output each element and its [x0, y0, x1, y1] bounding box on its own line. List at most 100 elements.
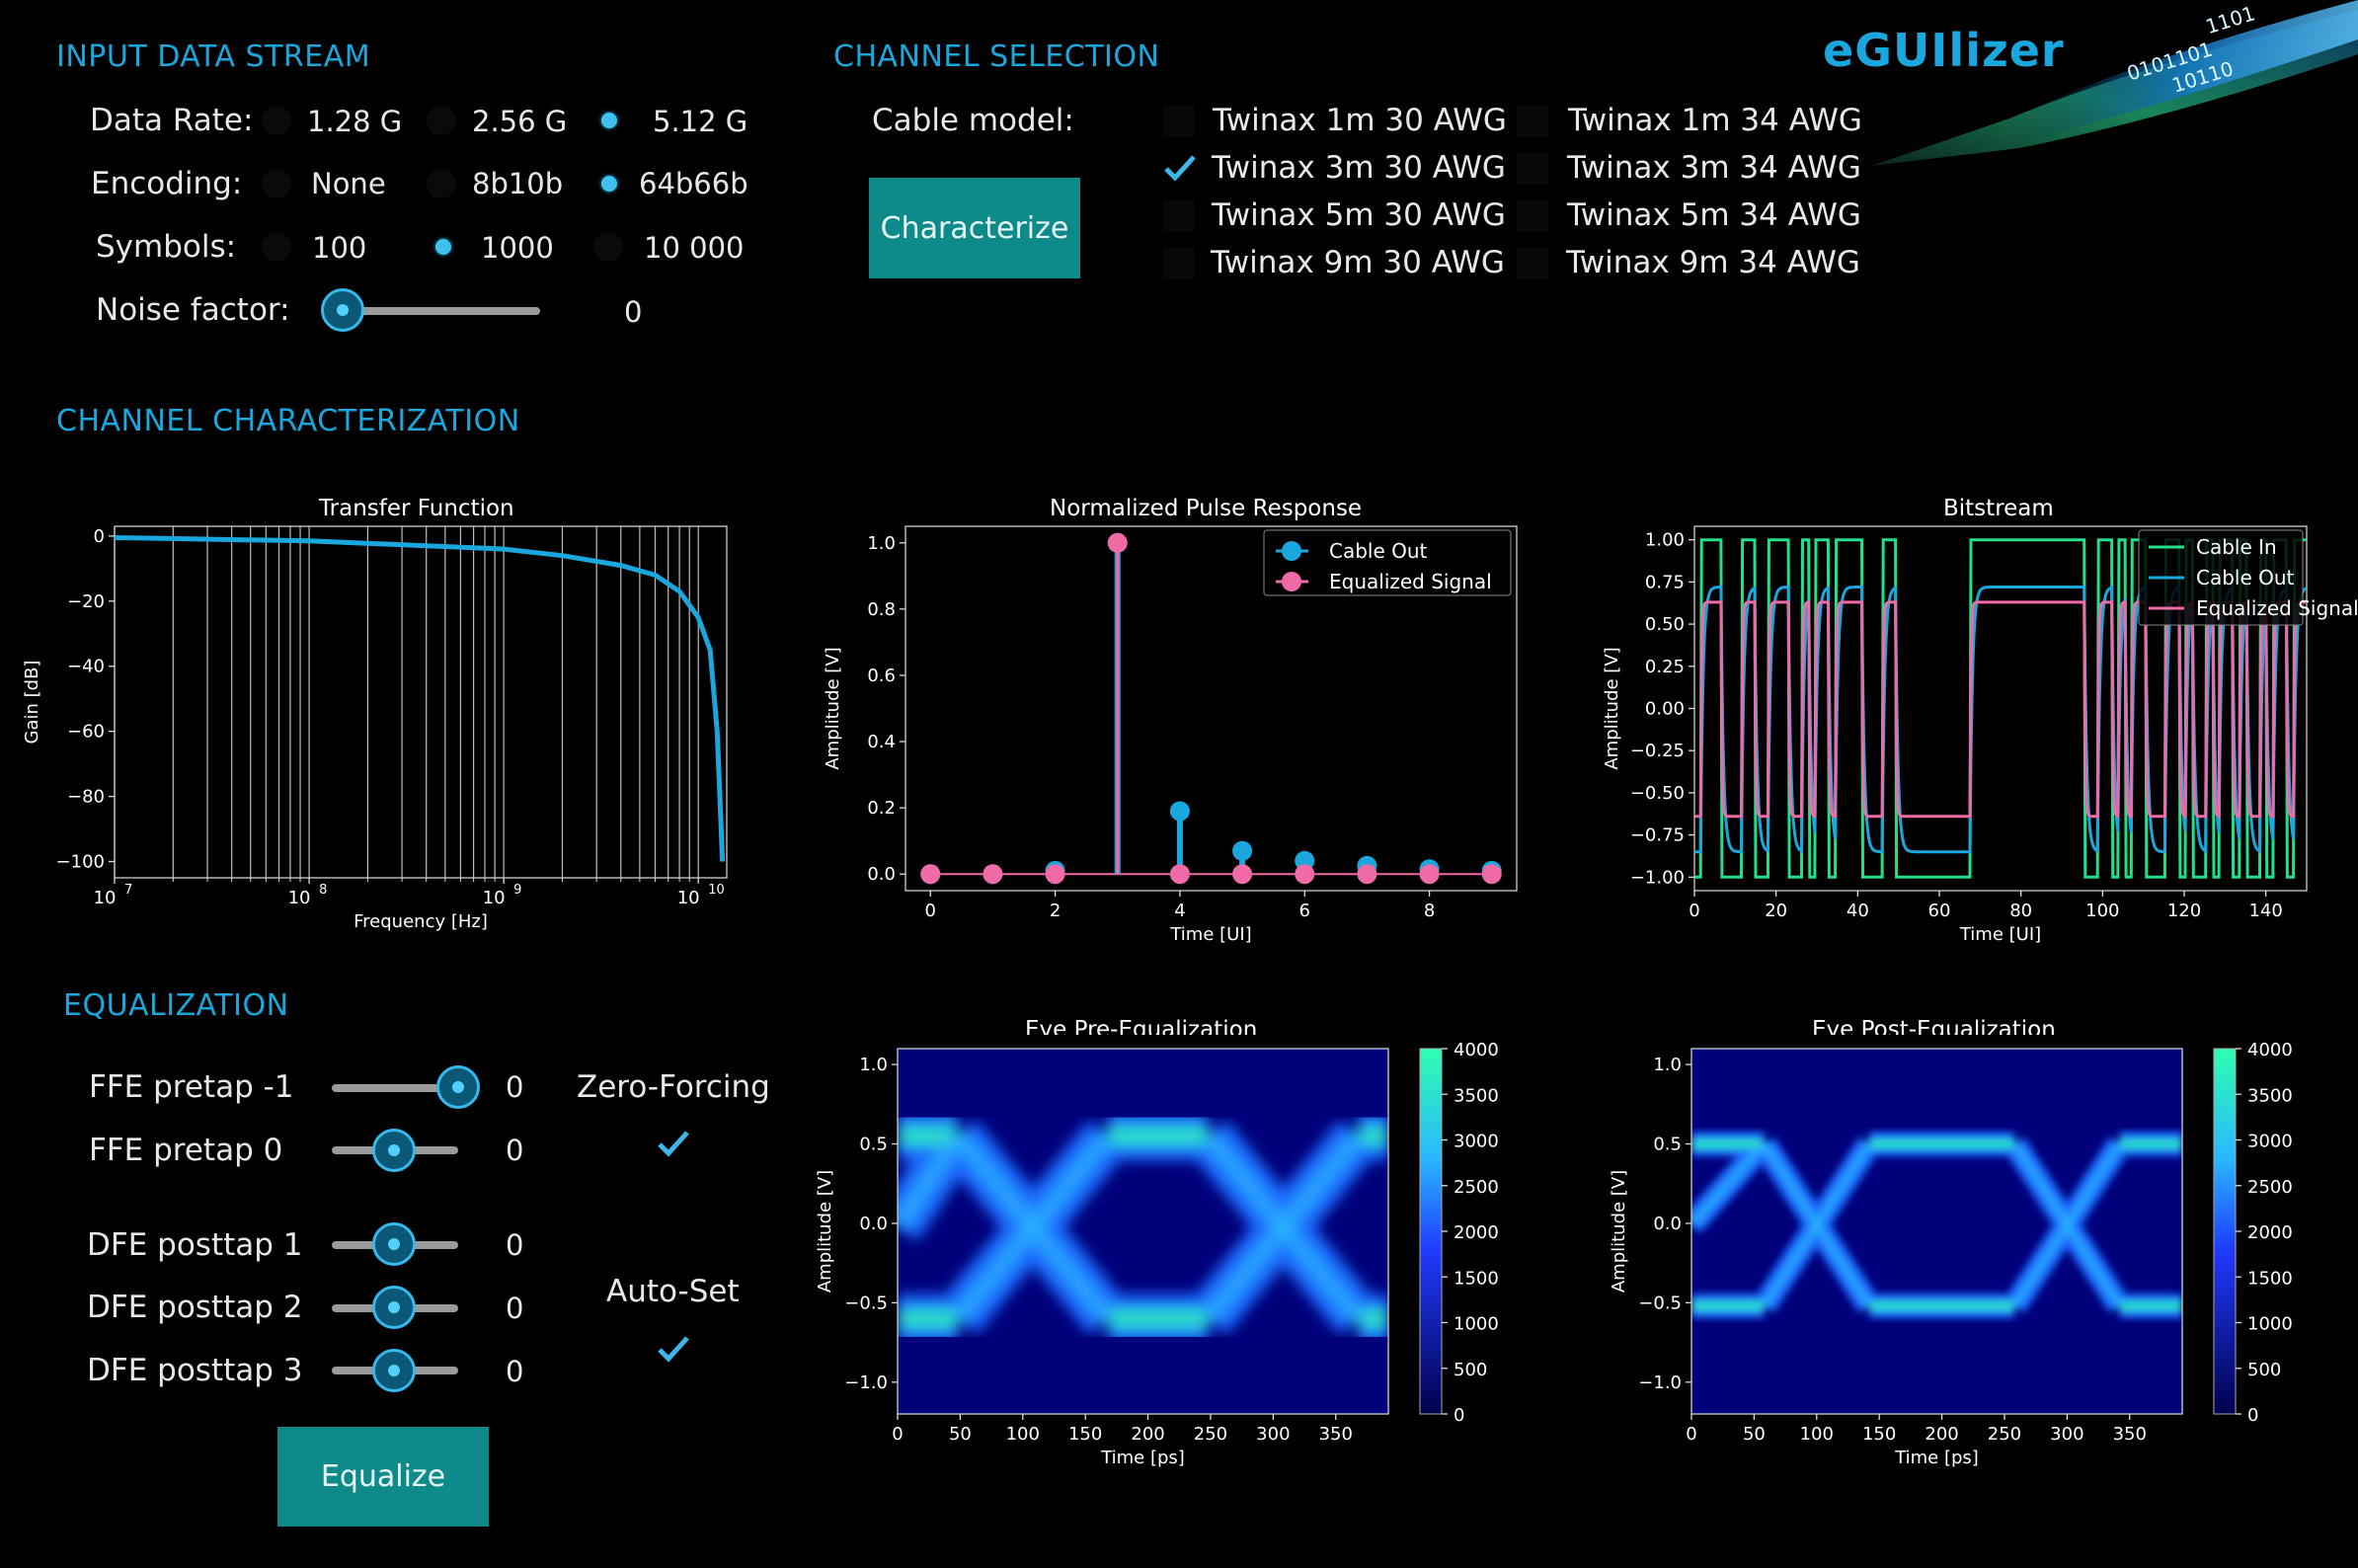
colorbar-label: 3500 [2247, 1085, 2293, 1106]
encoding-label: Encoding: [91, 166, 243, 201]
y-tick-label: 0.00 [1645, 699, 1685, 720]
cable-option-9m34[interactable]: Twinax 9m 34 AWG [1566, 245, 1860, 280]
cable-option-3m30[interactable]: Twinax 3m 30 AWG [1212, 150, 1506, 186]
x-tick-exponent: 7 [124, 883, 132, 898]
x-tick-label: 200 [1131, 1424, 1164, 1445]
cable-option-5m34[interactable]: Twinax 5m 34 AWG [1567, 197, 1861, 233]
y-tick-label: 0.50 [1645, 614, 1685, 635]
x-tick-label: 20 [1765, 901, 1787, 921]
enc-option-1[interactable]: None [311, 167, 386, 200]
colorbar-label: 3000 [1454, 1132, 1499, 1152]
cable-checkbox-3m30[interactable] [1163, 151, 1196, 183]
cable-checkbox-5m34[interactable] [1517, 200, 1548, 232]
dfe-posttap-2-thumb[interactable] [372, 1286, 416, 1329]
enc-radio-2[interactable] [427, 169, 456, 198]
x-tick-label: 10 [483, 888, 506, 908]
y-tick-label: 1.00 [1645, 530, 1685, 551]
cable-checkbox-1m30[interactable] [1163, 106, 1195, 137]
sym-radio-2[interactable] [429, 232, 458, 262]
eye-trace-core [1760, 1141, 1873, 1309]
characterize-button[interactable]: Characterize [869, 178, 1080, 278]
stem-marker [1295, 864, 1315, 885]
auto-set-checkbox[interactable] [657, 1332, 689, 1364]
ffe-pretap-m1-track[interactable] [332, 1084, 458, 1092]
noise-slider-track[interactable] [343, 307, 540, 315]
x-tick-exponent: 10 [708, 883, 725, 898]
auto-set-label: Auto-Set [606, 1274, 740, 1309]
colorbar-label: 2000 [2247, 1222, 2293, 1243]
y-tick-label: −100 [56, 852, 105, 873]
enc-option-3[interactable]: 64b66b [639, 167, 748, 200]
enc-radio-1[interactable] [262, 169, 291, 198]
y-tick-label: −40 [67, 657, 105, 677]
y-tick-label: 0.0 [859, 1214, 888, 1234]
sym-option-1[interactable]: 100 [312, 231, 367, 265]
enc-option-2[interactable]: 8b10b [472, 167, 564, 200]
colorbar-label: 3000 [2247, 1132, 2293, 1152]
y-tick-label: 1.0 [859, 1055, 888, 1075]
plot-frame [114, 525, 728, 879]
sym-radio-3[interactable] [593, 232, 623, 262]
sym-option-3[interactable]: 10 000 [644, 231, 745, 265]
x-tick-label: 150 [1068, 1424, 1102, 1445]
cable-option-3m34[interactable]: Twinax 3m 34 AWG [1567, 150, 1861, 186]
stem-marker [1045, 864, 1065, 885]
dfe-posttap-2-value: 0 [506, 1292, 524, 1325]
ffe-pretap-0-thumb[interactable] [372, 1129, 416, 1172]
x-tick-label: 150 [1862, 1424, 1896, 1445]
bitstream-line [1694, 585, 2308, 854]
enc-radio-3[interactable] [594, 169, 624, 198]
eye-trace-core [950, 1130, 1115, 1325]
y-axis-label: Amplitude [V] [815, 1170, 835, 1293]
y-tick-label: −0.5 [844, 1293, 888, 1313]
eye-mask-right [2182, 1049, 2212, 1414]
colorbar-label: 4000 [1454, 1040, 1499, 1060]
dfe-posttap-3-thumb[interactable] [372, 1349, 416, 1392]
cable-option-9m30[interactable]: Twinax 9m 30 AWG [1211, 245, 1505, 280]
rate-radio-3[interactable] [594, 106, 624, 135]
cable-checkbox-5m30[interactable] [1163, 200, 1195, 232]
cable-checkbox-1m34[interactable] [1517, 106, 1548, 137]
x-tick-label: 100 [1006, 1424, 1040, 1445]
cable-option-1m34[interactable]: Twinax 1m 34 AWG [1568, 103, 1862, 138]
legend-label: Equalized Signal [1329, 570, 1492, 593]
y-tick-label: −20 [67, 591, 105, 612]
eye-mask-bottom [898, 1414, 1388, 1453]
x-tick-label: 100 [2085, 901, 2119, 921]
legend-box [2138, 529, 2304, 626]
legend-swatch-marker [1282, 541, 1301, 561]
dfe-posttap-1-thumb[interactable] [372, 1222, 416, 1266]
rate-option-2[interactable]: 2.56 G [472, 105, 568, 138]
y-axis-label: Gain [dB] [22, 661, 42, 745]
eye-mask-left [790, 1049, 898, 1414]
dfe-posttap-1-label: DFE posttap 1 [87, 1227, 303, 1263]
sym-radio-1[interactable] [262, 232, 291, 262]
ffe-pretap-m1-thumb[interactable] [436, 1065, 480, 1109]
equalization-section-title: EQUALIZATION [63, 988, 289, 1023]
stem-marker [1169, 801, 1190, 822]
sym-option-2[interactable]: 1000 [481, 231, 554, 265]
cable-checkbox-9m30[interactable] [1163, 248, 1195, 279]
transfer-curve [114, 535, 726, 862]
characterization-section-title: CHANNEL CHARACTERIZATION [56, 404, 520, 438]
y-tick-label: 0.5 [859, 1135, 888, 1155]
rate-option-3[interactable]: 5.12 G [653, 105, 748, 138]
bitstream-line [1694, 599, 2307, 819]
y-axis-label: Amplitude [V] [1602, 647, 1622, 769]
zero-forcing-checkbox[interactable] [657, 1127, 689, 1158]
ffe-pretap-0-label: FFE pretap 0 [89, 1133, 283, 1168]
rate-radio-2[interactable] [427, 106, 456, 135]
y-tick-label: −1.0 [844, 1372, 888, 1393]
cable-option-1m30[interactable]: Twinax 1m 30 AWG [1213, 103, 1507, 138]
rate-option-1[interactable]: 1.28 G [307, 105, 403, 138]
dfe-posttap-2-label: DFE posttap 2 [87, 1290, 303, 1325]
noise-slider-thumb[interactable] [321, 288, 364, 332]
cable-checkbox-3m34[interactable] [1517, 153, 1548, 185]
colorbar-label: 500 [1454, 1360, 1487, 1380]
colorbar-label: 2500 [1454, 1177, 1499, 1198]
equalize-button[interactable]: Equalize [277, 1427, 489, 1527]
cable-option-5m30[interactable]: Twinax 5m 30 AWG [1212, 197, 1506, 233]
rate-radio-1[interactable] [262, 106, 291, 135]
cable-checkbox-9m34[interactable] [1517, 248, 1548, 279]
stem-marker [1357, 864, 1377, 885]
